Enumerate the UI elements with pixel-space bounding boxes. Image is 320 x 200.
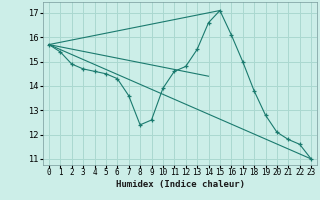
X-axis label: Humidex (Indice chaleur): Humidex (Indice chaleur) [116, 180, 244, 189]
